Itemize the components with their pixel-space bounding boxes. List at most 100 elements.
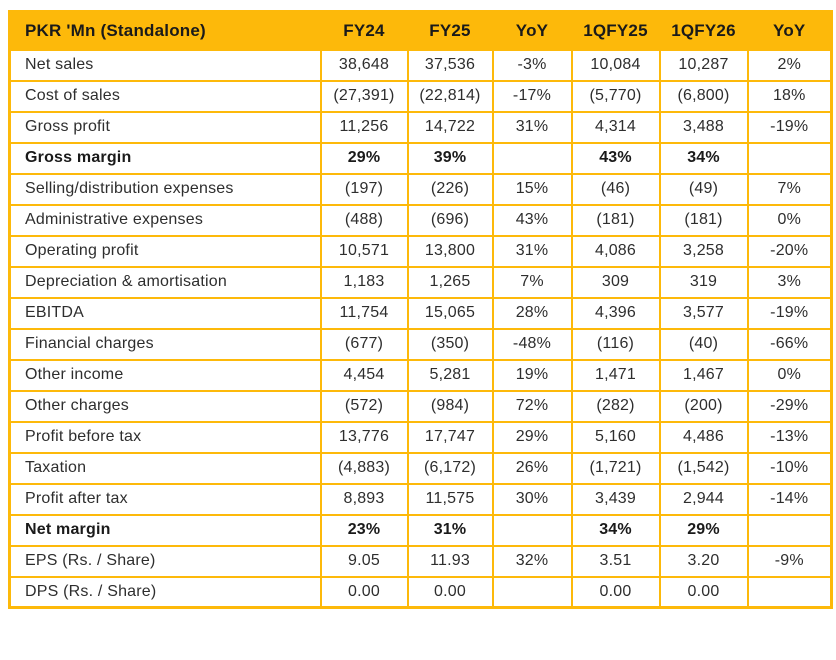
- cell-value: 17,747: [406, 420, 494, 454]
- cell-value: 3,258: [658, 234, 749, 268]
- cell-value: (22,814): [406, 79, 494, 113]
- row-label: Gross profit: [8, 110, 322, 144]
- cell-value: [491, 513, 573, 547]
- cell-value: (984): [406, 389, 494, 423]
- cell-value: 19%: [491, 358, 573, 392]
- row-label: Profit before tax: [8, 420, 322, 454]
- cell-value: 10,287: [658, 48, 749, 82]
- table-row: Cost of sales (27,391) (22,814) -17% (5,…: [8, 79, 833, 113]
- row-label: Net sales: [8, 48, 322, 82]
- col-header-fy25: FY25: [406, 10, 494, 51]
- row-label: Profit after tax: [8, 482, 322, 516]
- cell-value: 4,086: [570, 234, 661, 268]
- cell-value: 32%: [491, 544, 573, 578]
- cell-value: 11,754: [319, 296, 409, 330]
- cell-value: 29%: [658, 513, 749, 547]
- cell-value: 4,486: [658, 420, 749, 454]
- cell-value: 39%: [406, 141, 494, 175]
- cell-value: 18%: [746, 79, 833, 113]
- cell-value: 0.00: [658, 575, 749, 609]
- cell-value: 13,800: [406, 234, 494, 268]
- cell-value: -19%: [746, 296, 833, 330]
- table-row: Operating profit 10,571 13,800 31% 4,086…: [8, 234, 833, 268]
- row-label: Cost of sales: [8, 79, 322, 113]
- cell-value: 11,256: [319, 110, 409, 144]
- financials-table: PKR 'Mn (Standalone) FY24 FY25 YoY 1QFY2…: [8, 10, 833, 609]
- cell-value: (200): [658, 389, 749, 423]
- table-row: Taxation (4,883) (6,172) 26% (1,721) (1,…: [8, 451, 833, 485]
- cell-value: 10,571: [319, 234, 409, 268]
- cell-value: (116): [570, 327, 661, 361]
- table-body: Net sales 38,648 37,536 -3% 10,084 10,28…: [8, 48, 833, 609]
- cell-value: -66%: [746, 327, 833, 361]
- cell-value: (181): [658, 203, 749, 237]
- col-header-fy24: FY24: [319, 10, 409, 51]
- row-label: DPS (Rs. / Share): [8, 575, 322, 609]
- cell-value: 11,575: [406, 482, 494, 516]
- cell-value: 3%: [746, 265, 833, 299]
- cell-value: (350): [406, 327, 494, 361]
- cell-value: 29%: [319, 141, 409, 175]
- cell-value: 0%: [746, 203, 833, 237]
- cell-value: 0.00: [406, 575, 494, 609]
- cell-value: -29%: [746, 389, 833, 423]
- cell-value: -20%: [746, 234, 833, 268]
- row-label: Administrative expenses: [8, 203, 322, 237]
- col-header-1qfy26: 1QFY26: [658, 10, 749, 51]
- cell-value: 34%: [570, 513, 661, 547]
- cell-value: [746, 513, 833, 547]
- cell-value: 38,648: [319, 48, 409, 82]
- cell-value: 0%: [746, 358, 833, 392]
- cell-value: 15%: [491, 172, 573, 206]
- cell-value: 0.00: [570, 575, 661, 609]
- table-header-row: PKR 'Mn (Standalone) FY24 FY25 YoY 1QFY2…: [8, 10, 833, 51]
- col-header-1qfy25: 1QFY25: [570, 10, 661, 51]
- table-row: Net sales 38,648 37,536 -3% 10,084 10,28…: [8, 48, 833, 82]
- cell-value: 34%: [658, 141, 749, 175]
- cell-value: 26%: [491, 451, 573, 485]
- table-row: Gross profit 11,256 14,722 31% 4,314 3,4…: [8, 110, 833, 144]
- table-row: Gross margin 29% 39% 43% 34%: [8, 141, 833, 175]
- cell-value: 4,396: [570, 296, 661, 330]
- table-row: DPS (Rs. / Share) 0.00 0.00 0.00 0.00: [8, 575, 833, 609]
- cell-value: (1,542): [658, 451, 749, 485]
- cell-value: 43%: [491, 203, 573, 237]
- cell-value: 14,722: [406, 110, 494, 144]
- row-label: Depreciation & amortisation: [8, 265, 322, 299]
- cell-value: -48%: [491, 327, 573, 361]
- cell-value: 2%: [746, 48, 833, 82]
- row-label: Other charges: [8, 389, 322, 423]
- cell-value: 7%: [491, 265, 573, 299]
- cell-value: (226): [406, 172, 494, 206]
- table-row: Other charges (572) (984) 72% (282) (200…: [8, 389, 833, 423]
- cell-value: (1,721): [570, 451, 661, 485]
- cell-value: (282): [570, 389, 661, 423]
- cell-value: 1,183: [319, 265, 409, 299]
- cell-value: (27,391): [319, 79, 409, 113]
- corner-header-pkr-mn: PKR 'Mn (Standalone): [8, 10, 322, 51]
- cell-value: -10%: [746, 451, 833, 485]
- cell-value: 30%: [491, 482, 573, 516]
- cell-value: 43%: [570, 141, 661, 175]
- cell-value: [491, 575, 573, 609]
- cell-value: [746, 141, 833, 175]
- cell-value: 4,454: [319, 358, 409, 392]
- cell-value: -14%: [746, 482, 833, 516]
- row-label: EBITDA: [8, 296, 322, 330]
- cell-value: (572): [319, 389, 409, 423]
- cell-value: 11.93: [406, 544, 494, 578]
- cell-value: (6,800): [658, 79, 749, 113]
- cell-value: (696): [406, 203, 494, 237]
- col-header-yoy-quarterly: YoY: [746, 10, 833, 51]
- table-row: Other income 4,454 5,281 19% 1,471 1,467…: [8, 358, 833, 392]
- cell-value: 309: [570, 265, 661, 299]
- table-row: Financial charges (677) (350) -48% (116)…: [8, 327, 833, 361]
- cell-value: [746, 575, 833, 609]
- cell-value: 31%: [406, 513, 494, 547]
- cell-value: 28%: [491, 296, 573, 330]
- cell-value: 3.20: [658, 544, 749, 578]
- col-header-yoy-annual: YoY: [491, 10, 573, 51]
- cell-value: 5,160: [570, 420, 661, 454]
- row-label: Taxation: [8, 451, 322, 485]
